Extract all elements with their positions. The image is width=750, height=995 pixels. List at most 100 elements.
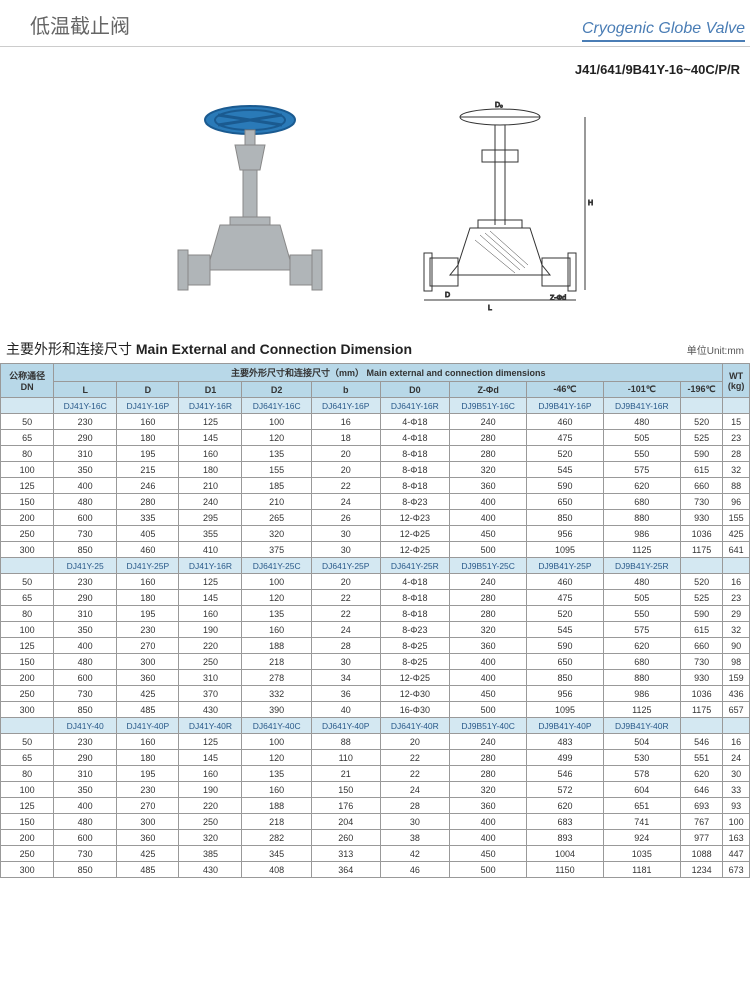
data-cell: 425	[723, 526, 750, 542]
model-row-spacer	[680, 558, 722, 574]
data-cell: 160	[179, 446, 242, 462]
model-row-spacer	[680, 718, 722, 734]
data-cell: 730	[54, 846, 117, 862]
data-cell: 290	[54, 590, 117, 606]
model-cell: DJ641Y-25P	[311, 558, 380, 574]
model-cell: DJ641Y-16R	[380, 398, 449, 414]
data-cell: 390	[242, 702, 311, 718]
data-cell: 425	[117, 846, 179, 862]
data-cell: 50	[1, 574, 54, 590]
data-cell: 300	[1, 702, 54, 718]
data-cell: 425	[117, 686, 179, 702]
data-cell: 525	[680, 590, 722, 606]
col-header: D	[117, 382, 179, 398]
data-cell: 550	[603, 606, 680, 622]
data-cell: 280	[450, 766, 527, 782]
data-cell: 520	[680, 414, 722, 430]
data-cell: 500	[450, 862, 527, 878]
data-cell: 460	[527, 414, 604, 430]
data-cell: 590	[527, 638, 604, 654]
data-cell: 20	[311, 446, 380, 462]
data-cell: 22	[380, 766, 449, 782]
data-cell: 34	[311, 670, 380, 686]
data-cell: 246	[117, 478, 179, 494]
data-cell: 332	[242, 686, 311, 702]
data-cell: 850	[54, 702, 117, 718]
data-cell: 572	[527, 782, 604, 798]
data-cell: 1035	[603, 846, 680, 862]
data-cell: 46	[380, 862, 449, 878]
data-cell: 335	[117, 510, 179, 526]
data-cell: 195	[117, 606, 179, 622]
data-cell: 21	[311, 766, 380, 782]
data-cell: 310	[54, 446, 117, 462]
data-cell: 270	[117, 638, 179, 654]
model-cell: DJ641Y-25R	[380, 558, 449, 574]
data-cell: 551	[680, 750, 722, 766]
data-cell: 125	[1, 798, 54, 814]
data-cell: 65	[1, 590, 54, 606]
data-cell: 93	[723, 798, 750, 814]
data-cell: 313	[311, 846, 380, 862]
data-cell: 150	[1, 494, 54, 510]
data-cell: 250	[179, 814, 242, 830]
data-cell: 188	[242, 798, 311, 814]
dimension-table: 公称通径 DN 主要外形尺寸和连接尺寸（mm） Main external an…	[0, 363, 750, 878]
col-main-header: 主要外形尺寸和连接尺寸（mm） Main external and connec…	[54, 364, 723, 382]
data-cell: 160	[117, 414, 179, 430]
data-cell: 180	[117, 430, 179, 446]
data-cell: 680	[603, 494, 680, 510]
data-cell: 1175	[680, 702, 722, 718]
data-cell: 22	[380, 750, 449, 766]
data-cell: 850	[54, 542, 117, 558]
data-cell: 400	[450, 830, 527, 846]
col-header: D2	[242, 382, 311, 398]
data-cell: 1095	[527, 702, 604, 718]
data-cell: 40	[311, 702, 380, 718]
data-cell: 1004	[527, 846, 604, 862]
data-cell: 360	[450, 638, 527, 654]
data-cell: 400	[450, 494, 527, 510]
data-cell: 50	[1, 734, 54, 750]
data-cell: 100	[1, 462, 54, 478]
data-cell: 480	[603, 414, 680, 430]
data-cell: 20	[311, 462, 380, 478]
data-cell: 15	[723, 414, 750, 430]
data-cell: 12-Φ23	[380, 510, 449, 526]
model-cell: DJ641Y-40R	[380, 718, 449, 734]
data-cell: 125	[1, 638, 54, 654]
data-cell: 210	[179, 478, 242, 494]
data-cell: 8-Φ23	[380, 494, 449, 510]
data-cell: 8-Φ18	[380, 462, 449, 478]
data-cell: 29	[723, 606, 750, 622]
data-cell: 575	[603, 462, 680, 478]
data-cell: 430	[179, 862, 242, 878]
data-cell: 22	[311, 606, 380, 622]
data-cell: 620	[527, 798, 604, 814]
data-cell: 16	[311, 414, 380, 430]
data-cell: 520	[527, 606, 604, 622]
data-cell: 350	[54, 462, 117, 478]
col-dn: 公称通径 DN	[1, 364, 54, 398]
data-cell: 230	[54, 734, 117, 750]
data-cell: 26	[311, 510, 380, 526]
data-cell: 98	[723, 654, 750, 670]
data-cell: 400	[450, 510, 527, 526]
data-cell: 375	[242, 542, 311, 558]
data-cell: 400	[450, 814, 527, 830]
col-header: b	[311, 382, 380, 398]
data-cell: 310	[54, 606, 117, 622]
col-header: -101℃	[603, 382, 680, 398]
data-cell: 135	[242, 446, 311, 462]
data-cell: 135	[242, 766, 311, 782]
data-cell: 1125	[603, 702, 680, 718]
data-cell: 977	[680, 830, 722, 846]
data-cell: 295	[179, 510, 242, 526]
data-cell: 278	[242, 670, 311, 686]
col-header: -196℃	[680, 382, 722, 398]
data-cell: 460	[527, 574, 604, 590]
data-cell: 218	[242, 814, 311, 830]
data-cell: 500	[450, 542, 527, 558]
data-cell: 240	[450, 574, 527, 590]
data-cell: 145	[179, 750, 242, 766]
